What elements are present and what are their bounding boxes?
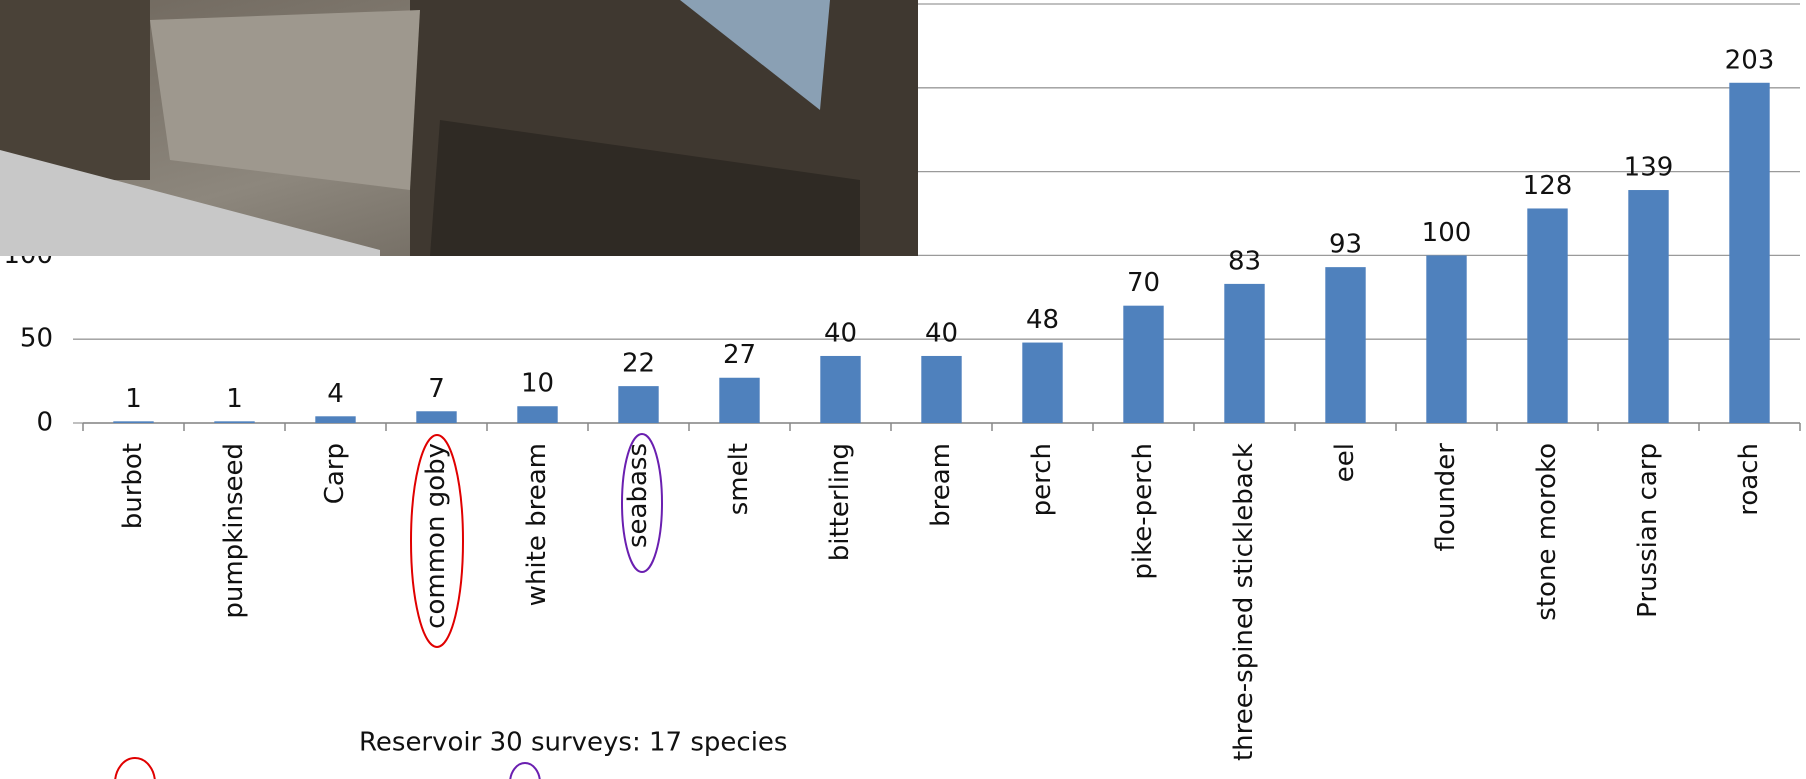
value-label: 139 [1624, 153, 1674, 183]
bar [1426, 255, 1467, 423]
y-tick-label: 0 [36, 408, 53, 438]
value-label: 1 [125, 384, 142, 414]
value-label: 83 [1228, 246, 1261, 276]
bar [416, 411, 457, 423]
bar [921, 355, 962, 423]
bar [1628, 190, 1669, 423]
bar [1527, 208, 1568, 423]
value-label: 128 [1523, 171, 1573, 201]
photo [0, 0, 918, 256]
bar [1325, 267, 1366, 423]
value-label: 93 [1329, 230, 1362, 260]
x-tick-label: common goby [421, 443, 451, 629]
x-tick-label: pike-perch [1128, 443, 1158, 580]
value-label: 40 [824, 318, 857, 348]
x-tick-label: perch [1027, 443, 1057, 516]
value-label: 100 [1422, 218, 1472, 248]
legend-ellipse [509, 762, 541, 779]
bar [1022, 342, 1063, 423]
x-tick-label: pumpkinseed [219, 443, 249, 619]
x-tick-label: flounder [1431, 443, 1461, 552]
value-label: 1 [226, 384, 243, 414]
bar [1224, 283, 1265, 423]
bar [618, 386, 659, 423]
x-tick-label: bream [926, 443, 956, 527]
value-label: 70 [1127, 268, 1160, 298]
value-label: 40 [925, 318, 958, 348]
annotation: Reservoir 30 surveys: 17 species [359, 728, 787, 758]
x-tick-label: Prussian carp [1633, 443, 1663, 618]
x-tick-label: roach [1734, 443, 1764, 516]
x-tick-label: smelt [724, 443, 754, 515]
bar [1729, 82, 1770, 423]
y-tick-label: 50 [20, 324, 53, 354]
bar [214, 421, 255, 423]
bar [517, 406, 558, 423]
x-tick-label: white bream [522, 443, 552, 606]
value-label: 7 [428, 374, 445, 404]
bar [315, 416, 356, 423]
legend-ellipse [114, 757, 156, 779]
x-tick-label: seabass [623, 443, 653, 548]
bar [719, 377, 760, 423]
x-tick-label: stone moroko [1532, 443, 1562, 621]
value-label: 27 [723, 340, 756, 370]
x-tick-label: three-spined stickleback [1229, 443, 1259, 761]
x-tick-label: burbot [118, 443, 148, 529]
bar [820, 355, 861, 423]
value-label: 22 [622, 349, 655, 379]
value-label: 48 [1026, 305, 1059, 335]
value-label: 4 [327, 379, 344, 409]
bar [113, 421, 154, 423]
x-tick-label: eel [1330, 443, 1360, 482]
highlight-ellipse [621, 433, 663, 573]
value-label: 10 [521, 369, 554, 399]
bar [1123, 305, 1164, 423]
value-label: 203 [1725, 45, 1775, 75]
x-tick-label: Carp [320, 443, 350, 504]
highlight-ellipse [410, 434, 464, 648]
x-tick-label: bitterling [825, 443, 855, 561]
